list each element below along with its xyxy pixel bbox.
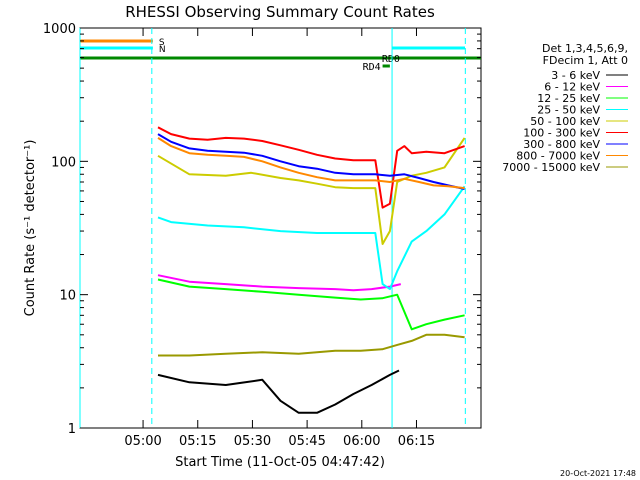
- legend-entry-label: 3 - 6 keV: [551, 69, 600, 82]
- legend-entry-label: 25 - 50 keV: [537, 104, 600, 117]
- footer-timestamp: 20-Oct-2021 17:48: [560, 469, 636, 478]
- y-tick-label: 1: [68, 422, 76, 437]
- legend-entry-label: 6 - 12 keV: [544, 81, 600, 94]
- chart-title: RHESSI Observing Summary Count Rates: [125, 3, 435, 21]
- legend-header-line-1: Det 1,3,4,5,6,9,: [542, 42, 628, 55]
- vertical-markers: [79, 28, 466, 428]
- legend-entry-label: 7000 - 15000 keV: [502, 161, 600, 174]
- x-tick-label: 05:15: [179, 434, 216, 449]
- series-line: [157, 126, 465, 209]
- legend-entry-label: 100 - 300 keV: [523, 127, 600, 140]
- series-line: [157, 133, 465, 190]
- series-line: [157, 185, 466, 291]
- x-tick-label: 05:00: [124, 434, 161, 449]
- y-tick-label: 10: [59, 289, 76, 304]
- series-line: [157, 369, 400, 414]
- x-tick-label: 06:15: [398, 434, 435, 449]
- series-line: [157, 137, 466, 245]
- legend-entry-label: 50 - 100 keV: [530, 115, 600, 128]
- legend-header-line-2: FDecim 1, Att 0: [543, 54, 628, 67]
- series-line: [157, 137, 465, 190]
- x-tick-label: 05:45: [288, 434, 325, 449]
- flag-annotation: RD4: [363, 62, 381, 73]
- y-tick-label: 100: [51, 155, 76, 170]
- axes: 05:00 05:15 05:30 05:45 06:00 06:15 1 10 100 1000: [43, 22, 481, 449]
- legend-entry-label: 300 - 800 keV: [523, 138, 600, 151]
- y-axis-label: Count Rate (s⁻¹ detector⁻¹): [23, 140, 38, 317]
- series-lines: [157, 126, 466, 414]
- legend-entry-label: 12 - 25 keV: [537, 92, 600, 105]
- legend-entry-label: 800 - 7000 keV: [516, 150, 600, 163]
- x-axis-label: Start Time (11-Oct-05 04:47:42): [175, 455, 385, 470]
- x-tick-label: 06:00: [343, 434, 380, 449]
- series-line: [157, 274, 402, 292]
- x-tick-label: 05:30: [234, 434, 271, 449]
- flag-label: N: [159, 45, 166, 55]
- series-line: [158, 333, 465, 357]
- flag-annotation: RD0: [382, 54, 400, 65]
- series-line: [157, 278, 465, 331]
- plot-frame: [79, 27, 482, 429]
- flag-label: S: [159, 38, 165, 48]
- legend: Det 1,3,4,5,6,9, FDecim 1, Att 0 3 - 6 k…: [502, 42, 628, 174]
- y-tick-label: 1000: [43, 22, 76, 37]
